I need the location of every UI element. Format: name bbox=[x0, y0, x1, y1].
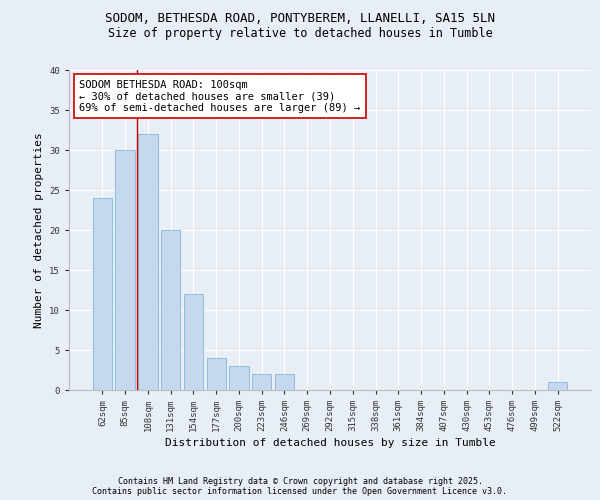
Text: Contains public sector information licensed under the Open Government Licence v3: Contains public sector information licen… bbox=[92, 487, 508, 496]
Text: Size of property relative to detached houses in Tumble: Size of property relative to detached ho… bbox=[107, 28, 493, 40]
Text: Contains HM Land Registry data © Crown copyright and database right 2025.: Contains HM Land Registry data © Crown c… bbox=[118, 477, 482, 486]
X-axis label: Distribution of detached houses by size in Tumble: Distribution of detached houses by size … bbox=[164, 438, 496, 448]
Text: SODOM BETHESDA ROAD: 100sqm
← 30% of detached houses are smaller (39)
69% of sem: SODOM BETHESDA ROAD: 100sqm ← 30% of det… bbox=[79, 80, 361, 113]
Bar bbox=[184, 294, 203, 390]
Bar bbox=[275, 374, 294, 390]
Bar bbox=[252, 374, 271, 390]
Y-axis label: Number of detached properties: Number of detached properties bbox=[34, 132, 44, 328]
Bar bbox=[93, 198, 112, 390]
Bar bbox=[548, 382, 567, 390]
Bar bbox=[115, 150, 135, 390]
Bar bbox=[161, 230, 181, 390]
Bar bbox=[138, 134, 158, 390]
Text: SODOM, BETHESDA ROAD, PONTYBEREM, LLANELLI, SA15 5LN: SODOM, BETHESDA ROAD, PONTYBEREM, LLANEL… bbox=[105, 12, 495, 26]
Bar bbox=[229, 366, 248, 390]
Bar bbox=[206, 358, 226, 390]
